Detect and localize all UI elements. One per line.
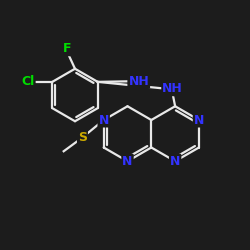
Text: NH: NH: [162, 82, 183, 95]
Text: N: N: [98, 114, 109, 126]
Text: S: S: [78, 131, 87, 144]
Text: F: F: [63, 42, 72, 55]
Text: N: N: [194, 114, 204, 126]
Text: N: N: [122, 155, 133, 168]
Text: Cl: Cl: [22, 76, 35, 88]
Text: N: N: [170, 155, 180, 168]
Text: NH: NH: [128, 75, 149, 88]
